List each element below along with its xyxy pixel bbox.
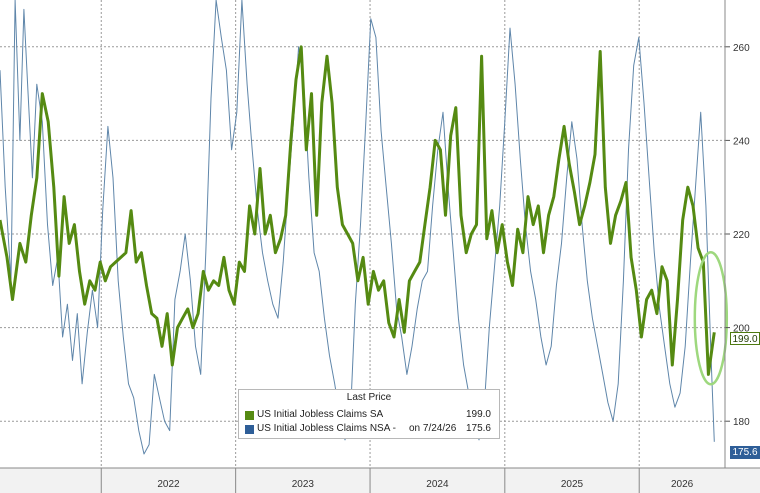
legend-swatch-sa <box>245 411 254 420</box>
legend-title: Last Price <box>346 392 392 403</box>
y-tick-label-200: 200 <box>733 324 750 335</box>
legend-value-sa: 199.0 <box>465 409 491 420</box>
x-tick-label-2026: 2026 <box>671 479 694 490</box>
y-tick-label-180: 180 <box>733 417 750 428</box>
x-tick-label-2025: 2025 <box>561 479 584 490</box>
legend: Last Price US Initial Jobless Claims SA … <box>238 389 500 439</box>
legend-note-nsa: on 7/24/26 <box>409 423 457 434</box>
x-tick-label-2024: 2024 <box>426 479 449 490</box>
legend-value-nsa: 175.6 <box>465 423 491 434</box>
series-lines <box>0 0 716 455</box>
last-value-tag-sa: 199.0 <box>730 332 760 345</box>
x-tick-label-2023: 2023 <box>292 479 315 490</box>
y-tick-label-260: 260 <box>733 43 750 54</box>
legend-label-sa: US Initial Jobless Claims SA <box>257 409 384 420</box>
legend-entry-sa: US Initial Jobless Claims SA 199.0 <box>245 409 495 422</box>
last-value-tag-nsa: 175.6 <box>730 446 760 459</box>
highlight-ellipse <box>693 250 729 386</box>
x-axis-band <box>0 468 760 493</box>
legend-entry-nsa: US Initial Jobless Claims NSA - on 7/24/… <box>245 423 495 436</box>
y-tick-label-240: 240 <box>733 136 750 147</box>
y-axis: 180 200 220 240 260 <box>725 43 750 428</box>
y-tick-label-220: 220 <box>733 230 750 241</box>
highlight-group <box>693 250 729 386</box>
x-tick-label-2022: 2022 <box>157 479 180 490</box>
series-line-nsa <box>0 0 715 455</box>
series-line-sa <box>0 45 716 376</box>
legend-swatch-nsa <box>245 425 254 434</box>
legend-label-nsa: US Initial Jobless Claims NSA - <box>257 423 396 434</box>
